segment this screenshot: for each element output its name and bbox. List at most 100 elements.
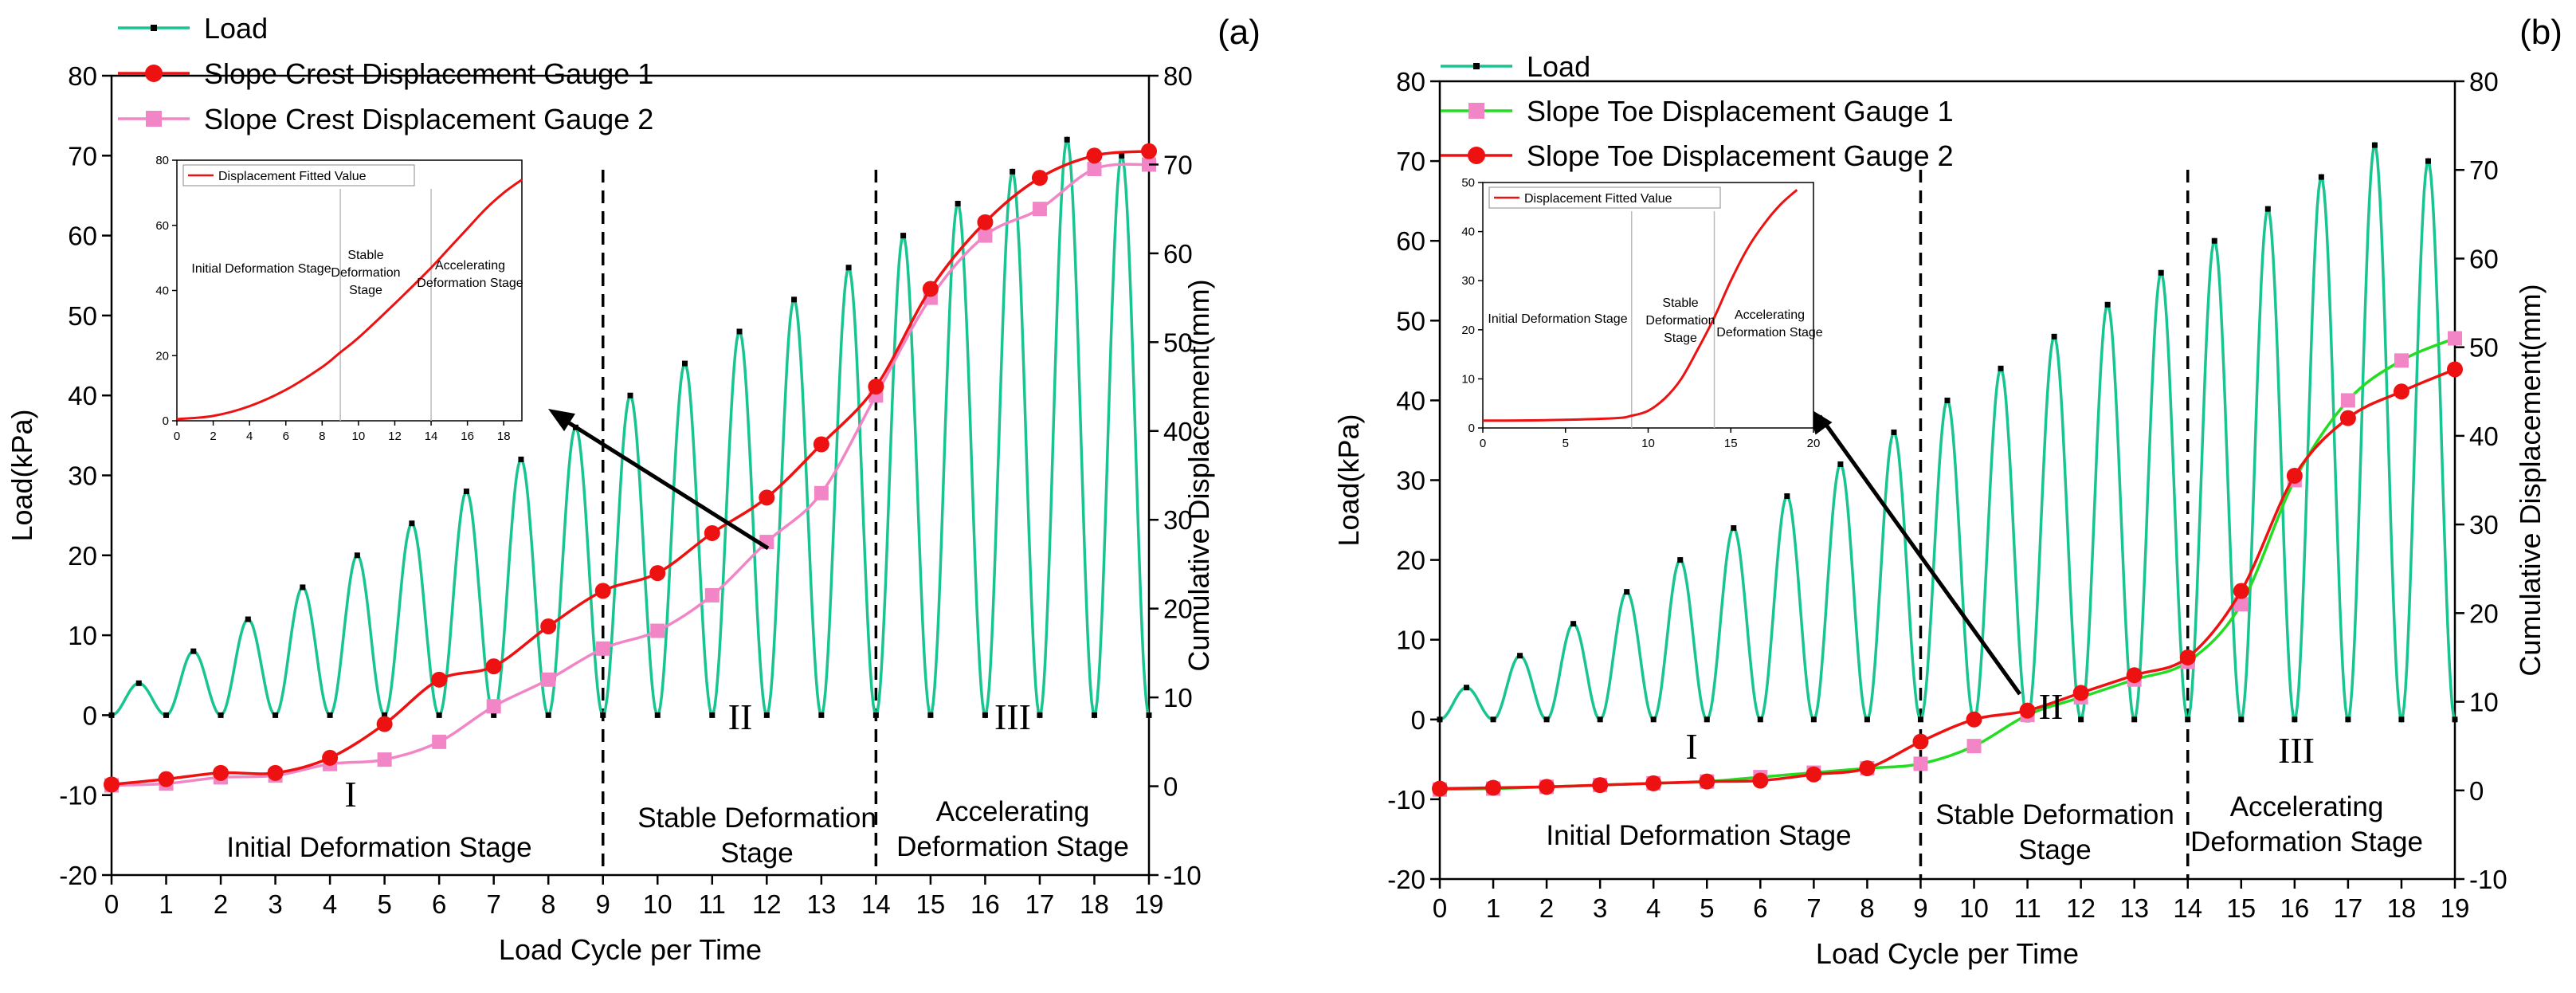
load-peak-marker [2051, 333, 2057, 340]
load-trough-marker [1146, 712, 1152, 718]
displacement-point [377, 752, 392, 767]
displacement-point [595, 641, 610, 656]
load-trough-marker [382, 712, 388, 718]
y-right-tick-label: 60 [2469, 244, 2499, 273]
x-tick-label: 18 [2387, 893, 2417, 923]
y-right-tick-label: -10 [1163, 861, 1202, 890]
load-trough-marker [2078, 716, 2084, 723]
inset-stage-label: Stable Deformation Stage [1645, 296, 1715, 345]
x-tick-label: 15 [2226, 893, 2256, 923]
x-tick-label: 1 [1486, 893, 1500, 923]
x-tick-label: 16 [970, 889, 1000, 919]
y-left-tick-label: 0 [83, 701, 97, 730]
load-trough-marker [709, 712, 716, 718]
x-tick-label: 9 [1913, 893, 1927, 923]
inset-y-tick-label: 40 [155, 285, 169, 298]
displacement-point [1966, 711, 1982, 728]
stage-name: Accelerating Deformation Stage [896, 796, 1129, 862]
load-trough-marker [2131, 716, 2138, 723]
load-peak-marker [2371, 142, 2378, 148]
load-peak-marker [1784, 493, 1790, 500]
load-peak-marker [627, 392, 633, 398]
stage-numeral: III [994, 697, 1031, 737]
stage-name: Accelerating Deformation Stage [2190, 791, 2423, 858]
load-trough-marker [491, 712, 497, 718]
load-peak-marker [900, 233, 907, 239]
pointer-arrow-shaft [1817, 414, 2022, 696]
pointer-arrow-head [548, 409, 575, 432]
displacement-point [2233, 583, 2249, 599]
inset-x-tick-label: 14 [425, 430, 438, 443]
inset-frame [1482, 182, 1814, 429]
y-left-tick-label: 10 [68, 621, 97, 650]
y-left-tick-label: -20 [59, 861, 97, 890]
stage-numeral: I [1685, 726, 1697, 767]
x-tick-label: 10 [1959, 893, 1989, 923]
inset-stage-label: Accelerating Deformation Stage [417, 259, 523, 290]
load-trough-marker [1810, 716, 1817, 723]
displacement-point [868, 379, 884, 395]
legend-label: Slope Crest Displacement Gauge 1 [204, 57, 653, 90]
y-right-tick-label: 30 [1163, 505, 1193, 535]
legend-label: Slope Crest Displacement Gauge 2 [204, 103, 653, 135]
x-tick-label: 3 [1593, 893, 1607, 923]
x-tick-label: 18 [1080, 889, 1109, 919]
displacement-point [2340, 393, 2355, 408]
inset-legend-label: Displacement Fitted Value [1524, 192, 1672, 206]
displacement-point [376, 716, 393, 732]
inset-x-tick-label: 12 [388, 430, 402, 443]
load-peak-marker [1064, 136, 1070, 143]
load-trough-marker [2398, 716, 2405, 723]
x-tick-label: 16 [2280, 893, 2309, 923]
inset-fit-curve [176, 179, 523, 421]
x-tick-label: 7 [487, 889, 501, 919]
load-trough-marker [654, 712, 661, 718]
legend-swatch-marker [145, 65, 163, 82]
inset-stage-label: Accelerating Deformation Stage [1716, 308, 1823, 340]
displacement-point [1912, 733, 1929, 750]
y-left-tick-label: 30 [1396, 466, 1425, 496]
y-left-tick-label: 60 [68, 222, 97, 251]
load-trough-marker [982, 712, 988, 718]
load-peak-marker [2211, 237, 2217, 244]
panel-label: (b) [2519, 13, 2562, 52]
displacement-point [2286, 467, 2303, 484]
load-peak-marker [1891, 429, 1897, 435]
load-trough-marker [218, 712, 224, 718]
load-trough-marker [2345, 716, 2351, 723]
legend-swatch-marker [1468, 147, 1485, 164]
load-trough-marker [1543, 716, 1550, 723]
load-trough-marker [1864, 716, 1870, 723]
x-tick-label: 0 [104, 889, 119, 919]
x-tick-label: 2 [1539, 893, 1554, 923]
displacement-point [978, 228, 993, 243]
inset-stage-label: Initial Deformation Stage [1488, 312, 1627, 326]
x-tick-label: 0 [1433, 893, 1447, 923]
x-tick-label: 1 [159, 889, 173, 919]
stage-numeral: II [728, 697, 753, 737]
displacement-point [704, 587, 719, 602]
x-tick-label: 11 [699, 889, 726, 919]
displacement-point [814, 485, 829, 500]
y-left-axis-title: Load(kPa) [6, 409, 38, 541]
inset-x-tick-label: 10 [1641, 437, 1655, 450]
chart-panel-b: 0 1 2 3 4 5 6 7 8 9 10 11 12 13 14 15 16 17 18 19 -20 -10 0 10 2… [1288, 0, 2576, 993]
displacement-point [2019, 702, 2036, 719]
displacement-point [2072, 685, 2089, 701]
legend-swatch-marker [1473, 63, 1480, 69]
displacement-point [1086, 147, 1103, 164]
load-trough-marker [872, 712, 879, 718]
chart-a-svg: 0 1 2 3 4 5 6 7 8 9 10 11 12 13 14 15 16 17 18 19-20-100102… [6, 12, 1261, 966]
y-left-tick-label: -10 [1387, 785, 1425, 814]
inset-y-tick-label: 30 [1461, 274, 1475, 288]
displacement-point [2339, 410, 2356, 426]
y-left-tick-label: 50 [68, 301, 97, 331]
load-peak-marker [2318, 174, 2324, 180]
displacement-point [1539, 779, 1555, 795]
load-peak-marker [1010, 168, 1016, 175]
inset-stage-label: Initial Deformation Stage [191, 262, 331, 276]
stage-name: Stable Deformation Stage [637, 803, 876, 869]
load-peak-marker [955, 200, 961, 206]
y-left-tick-label: -20 [1387, 865, 1425, 894]
displacement-point [649, 565, 666, 582]
